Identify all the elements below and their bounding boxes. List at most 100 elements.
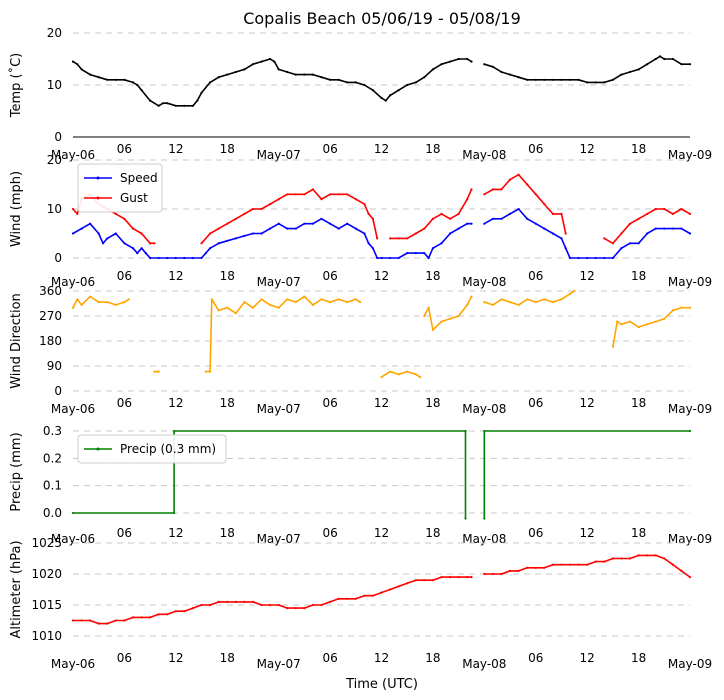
direction-direction-line xyxy=(72,295,130,309)
altimeter-data-point xyxy=(269,603,272,607)
wind-data-point xyxy=(269,227,272,230)
direction-data-point xyxy=(311,303,314,306)
wind-data-point xyxy=(286,193,289,196)
wind-data-point xyxy=(97,232,100,235)
wind-panel: 0 10 20 Wind (mph) May-06 06 12 18 May-07 06 12 18 M… xyxy=(9,153,712,289)
wind-data-point xyxy=(226,239,229,242)
altimeter-xtick-label: May-09 xyxy=(668,657,712,671)
direction-data-point xyxy=(560,298,563,301)
altimeter-xtick-label: 12 xyxy=(374,651,389,665)
altimeter-data-point xyxy=(671,563,675,566)
temp-xtick-label: May-09 xyxy=(668,148,712,162)
wind-xtick-label: 18 xyxy=(220,269,235,283)
precip-precip-0-3-mm--line xyxy=(483,430,690,519)
altimeter-xtick-label: May-07 xyxy=(257,657,301,671)
wind-data-point xyxy=(620,232,623,235)
wind-speed-line xyxy=(483,208,691,259)
temp-xtick-label: 12 xyxy=(580,142,595,156)
direction-data-point xyxy=(397,373,400,376)
temp-data-point xyxy=(397,89,400,92)
wind-data-point xyxy=(277,198,280,201)
wind-data-point xyxy=(123,242,126,245)
wind-legend-box xyxy=(77,163,163,213)
wind-xtick-label: May-07 xyxy=(257,275,301,289)
wind-data-point xyxy=(431,247,434,250)
direction-data-point xyxy=(157,370,160,373)
direction-data-point xyxy=(419,376,422,379)
precip-data-point xyxy=(173,511,176,515)
altimeter-data-point xyxy=(131,616,135,619)
altimeter-ytick-label: 1025 xyxy=(31,536,62,550)
wind-data-point xyxy=(483,193,486,196)
altimeter-data-point xyxy=(320,603,323,607)
temp-data-point xyxy=(534,78,537,81)
direction-data-point xyxy=(470,295,473,298)
altimeter-data-point xyxy=(89,619,92,622)
temp-data-point xyxy=(191,104,195,107)
altimeter-altimeter-line xyxy=(73,576,472,625)
altimeter-xtick-label: 18 xyxy=(631,651,646,665)
wind-data-point xyxy=(140,247,143,250)
altimeter-data-point xyxy=(483,572,486,576)
direction-xtick-label: 06 xyxy=(528,396,543,410)
wind-data-point xyxy=(389,256,392,260)
figure-title: Copalis Beach 05/06/19 - 05/08/19 xyxy=(243,9,521,28)
wind-data-point xyxy=(534,193,537,196)
temp-data-point xyxy=(71,60,75,63)
wind-data-point xyxy=(568,256,572,260)
wind-data-point xyxy=(611,242,615,245)
altimeter-xtick-label: 06 xyxy=(322,651,337,665)
wind-data-point xyxy=(363,232,366,235)
direction-xtick-label: 12 xyxy=(168,396,183,410)
temp-y-axis-label: Temp (˚C) xyxy=(8,53,24,119)
altimeter-data-point xyxy=(106,622,109,625)
wind-data-point xyxy=(646,212,649,215)
altimeter-data-point xyxy=(586,563,589,566)
altimeter-y-axis-label: Altimeter (hPa) xyxy=(9,540,24,638)
temp-data-point xyxy=(440,63,443,66)
direction-data-point xyxy=(234,312,237,315)
wind-data-point xyxy=(688,212,692,215)
wind-data-point xyxy=(191,256,195,260)
temp-data-point xyxy=(363,83,366,87)
direction-xtick-label: May-07 xyxy=(257,402,301,416)
altimeter-data-point xyxy=(363,594,366,597)
wind-data-point xyxy=(371,217,374,220)
wind-data-point xyxy=(329,222,332,225)
wind-data-point xyxy=(577,256,580,260)
wind-data-point xyxy=(646,232,649,235)
wind-data-point xyxy=(183,256,186,260)
direction-data-point xyxy=(663,317,666,320)
wind-data-point xyxy=(406,237,409,240)
wind-data-point xyxy=(551,232,555,235)
temp-data-point xyxy=(140,89,143,92)
direction-xtick-label: 12 xyxy=(580,396,595,410)
temp-data-point xyxy=(663,57,666,61)
temp-xtick-label: 18 xyxy=(425,142,440,156)
direction-data-point xyxy=(243,301,246,304)
direction-data-point xyxy=(127,298,130,301)
temp-data-point xyxy=(114,78,117,81)
wind-data-point xyxy=(243,234,246,237)
direction-data-point xyxy=(346,301,349,304)
direction-data-point xyxy=(611,345,615,348)
altimeter-data-point xyxy=(311,603,314,607)
wind-data-point xyxy=(166,256,169,260)
altimeter-data-point xyxy=(517,569,520,573)
temp-data-point xyxy=(97,76,100,79)
wind-ytick-label: 0 xyxy=(54,251,62,265)
wind-xtick-label: 12 xyxy=(580,269,595,283)
wind-data-point xyxy=(551,212,555,215)
temp-data-point xyxy=(414,81,417,84)
wind-data-point xyxy=(251,207,255,211)
direction-ytick-label: 360 xyxy=(39,284,62,298)
wind-data-point xyxy=(414,252,417,255)
altimeter-xtick-label: 12 xyxy=(580,651,595,665)
precip-data-point xyxy=(464,517,467,520)
precip-xtick-label: 12 xyxy=(580,526,595,540)
direction-data-point xyxy=(671,309,675,312)
altimeter-data-point xyxy=(406,582,409,585)
wind-data-point xyxy=(114,232,117,235)
temp-data-point xyxy=(688,63,692,66)
